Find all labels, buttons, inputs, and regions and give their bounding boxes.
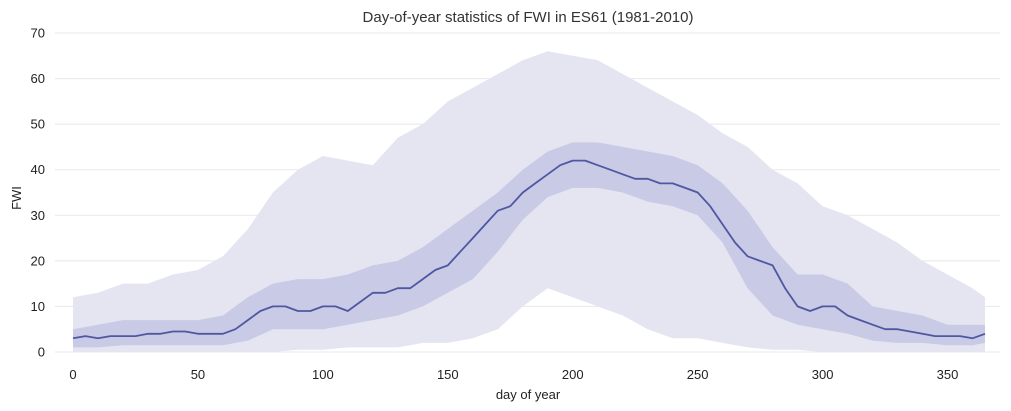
y-axis-ticks: 0 10 20 30 40 50 60 70 <box>31 26 45 360</box>
y-tick-label: 60 <box>31 71 45 86</box>
x-tick-label: 200 <box>562 367 584 382</box>
chart-title: Day-of-year statistics of FWI in ES61 (1… <box>363 9 694 26</box>
y-tick-label: 0 <box>38 345 45 360</box>
x-tick-label: 300 <box>812 367 834 382</box>
y-tick-label: 20 <box>31 253 45 268</box>
x-tick-label: 250 <box>687 367 709 382</box>
inner-range-band <box>73 142 985 348</box>
x-tick-label: 50 <box>191 367 205 382</box>
y-tick-label: 30 <box>31 208 45 223</box>
x-tick-label: 350 <box>937 367 959 382</box>
median-line <box>72 159 986 340</box>
y-tick-label: 50 <box>31 117 45 132</box>
x-axis-ticks: 0 50 100 150 200 250 300 350 <box>69 367 958 382</box>
x-axis-label: day of year <box>496 387 561 402</box>
y-tick-label: 70 <box>31 26 45 41</box>
y-tick-label: 10 <box>31 299 45 314</box>
y-axis-label: FWI <box>9 186 24 210</box>
x-tick-label: 100 <box>312 367 334 382</box>
x-tick-label: 0 <box>69 367 76 382</box>
y-tick-label: 40 <box>31 162 45 177</box>
x-tick-label: 150 <box>437 367 459 382</box>
